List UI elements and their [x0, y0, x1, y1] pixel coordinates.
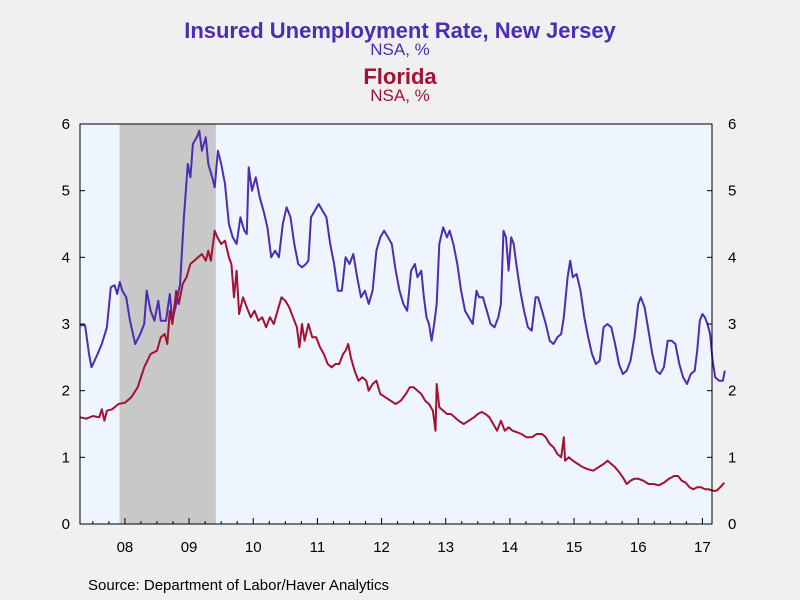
recession-shading	[119, 124, 216, 524]
chart-subtitle-new-jersey: NSA, %	[370, 40, 430, 59]
y-tick-label-left-1: 1	[62, 449, 70, 466]
y-tick-label-left-0: 0	[62, 516, 70, 533]
series-line-new-jersey	[80, 129, 726, 385]
y-tick-label-left-3: 3	[62, 316, 70, 333]
y-tick-label-right-5: 5	[728, 183, 736, 200]
x-tick-label-09: 09	[181, 539, 198, 556]
x-tick-label-10: 10	[245, 539, 262, 556]
y-tick-label-right-4: 4	[728, 249, 736, 266]
chart-title-florida: Florida	[363, 64, 437, 89]
x-tick-label-13: 13	[437, 539, 454, 556]
x-tick-label-12: 12	[373, 539, 390, 556]
y-tick-label-left-6: 6	[62, 116, 70, 133]
x-tick-label-15: 15	[566, 539, 583, 556]
source-note: Source: Department of Labor/Haver Analyt…	[88, 577, 389, 594]
x-tick-label-17: 17	[694, 539, 711, 556]
y-tick-label-right-3: 3	[728, 316, 736, 333]
y-tick-label-right-0: 0	[728, 516, 736, 533]
x-tick-label-08: 08	[117, 539, 134, 556]
series-line-florida	[79, 229, 725, 492]
chart-title-new-jersey: Insured Unemployment Rate, New Jersey	[184, 18, 616, 43]
y-tick-label-left-2: 2	[62, 383, 70, 400]
y-tick-label-right-2: 2	[728, 383, 736, 400]
x-tick-label-11: 11	[310, 539, 326, 556]
y-tick-label-right-6: 6	[728, 116, 736, 133]
y-tick-label-left-5: 5	[62, 183, 70, 200]
series-lines	[79, 129, 726, 492]
y-tick-label-right-1: 1	[728, 449, 736, 466]
chart-subtitle-florida: NSA, %	[370, 86, 430, 105]
y-tick-label-left-4: 4	[62, 249, 70, 266]
x-tick-label-14: 14	[502, 539, 519, 556]
recession-band-0	[119, 124, 216, 524]
x-tick-label-16: 16	[630, 539, 647, 556]
